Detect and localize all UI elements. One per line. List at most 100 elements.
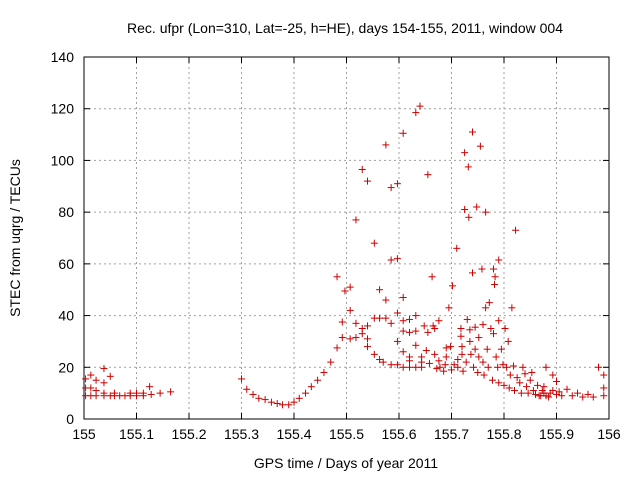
data-point — [461, 149, 469, 157]
data-point — [382, 296, 390, 304]
data-point — [100, 379, 108, 387]
data-point — [542, 363, 550, 371]
data-point — [453, 244, 461, 252]
data-point — [482, 304, 490, 312]
data-point — [100, 365, 108, 373]
data-point — [471, 345, 479, 353]
data-point — [327, 358, 335, 366]
data-point — [524, 389, 532, 397]
data-point — [485, 299, 493, 307]
data-point — [512, 226, 520, 234]
data-point — [473, 203, 481, 211]
data-point — [513, 374, 521, 382]
data-point — [445, 304, 453, 312]
data-point — [523, 383, 531, 391]
data-point — [463, 315, 471, 323]
y-tick-label: 20 — [58, 359, 74, 375]
data-point — [462, 358, 470, 366]
data-point — [511, 387, 518, 395]
data-point — [139, 392, 147, 400]
data-point — [106, 372, 114, 380]
data-point — [346, 335, 354, 343]
data-point — [553, 378, 560, 386]
data-point — [273, 399, 281, 407]
data-point — [352, 216, 360, 224]
data-point — [532, 390, 539, 398]
data-point — [156, 389, 164, 397]
data-point — [526, 376, 534, 384]
data-point — [370, 239, 378, 247]
data-point — [503, 363, 511, 371]
data-point — [466, 337, 474, 345]
data-point — [479, 358, 487, 366]
data-point — [346, 306, 354, 314]
data-point — [528, 368, 536, 376]
data-point — [249, 390, 257, 398]
data-point — [295, 394, 303, 402]
y-tick-label: 60 — [58, 256, 74, 272]
x-tick-label: 155.2 — [171, 426, 206, 442]
data-point — [497, 345, 505, 353]
data-point — [370, 350, 378, 358]
data-point — [487, 325, 495, 332]
data-point — [422, 346, 430, 354]
x-tick-label: 155 — [72, 426, 96, 442]
data-point — [500, 381, 508, 389]
data-point — [509, 362, 517, 370]
data-point — [399, 363, 407, 371]
x-tick-label: 155.9 — [539, 426, 574, 442]
x-tick-label: 155.6 — [381, 426, 416, 442]
data-point — [364, 335, 371, 343]
data-point — [545, 393, 553, 401]
data-point — [466, 326, 474, 334]
data-point — [549, 387, 557, 395]
gridlines — [84, 57, 609, 419]
data-point — [480, 371, 488, 379]
data-point — [146, 383, 154, 391]
data-point — [261, 396, 269, 404]
data-point — [574, 389, 581, 397]
data-point — [314, 376, 322, 384]
y-tick-label: 40 — [58, 308, 74, 324]
data-point — [555, 388, 563, 396]
data-point — [399, 317, 407, 325]
x-tick-labels: 155 155.1 155.2 155.3 155.4 155.5 155.6 155.7 15… — [72, 426, 621, 442]
data-point — [243, 385, 251, 393]
data-point — [387, 184, 395, 192]
data-point — [376, 314, 384, 322]
data-point — [92, 376, 100, 384]
data-point — [399, 129, 407, 137]
data-point — [459, 367, 467, 375]
data-point — [494, 363, 502, 371]
data-point — [364, 343, 371, 351]
data-point — [482, 208, 490, 216]
data-point — [376, 286, 384, 294]
data-point — [379, 358, 387, 366]
data-point — [87, 371, 95, 379]
data-point — [267, 398, 275, 406]
data-point — [352, 319, 360, 327]
data-point — [483, 345, 491, 353]
data-point — [476, 142, 484, 150]
data-point — [506, 371, 514, 379]
data-point — [534, 381, 542, 389]
data-point — [521, 370, 529, 378]
data-points — [82, 102, 608, 409]
data-point — [516, 379, 524, 387]
data-point — [467, 350, 475, 358]
data-point — [440, 367, 448, 375]
data-point — [568, 392, 576, 400]
x-tick-label: 155.5 — [329, 426, 364, 442]
data-point — [333, 273, 341, 281]
data-point — [393, 361, 401, 369]
data-point — [470, 363, 478, 371]
x-tick-label: 155.4 — [276, 426, 311, 442]
data-point — [595, 363, 602, 371]
x-tick-label: 155.1 — [119, 426, 154, 442]
data-point — [302, 389, 310, 397]
data-point — [469, 128, 476, 136]
data-point — [475, 334, 483, 342]
data-point — [431, 350, 439, 358]
data-point — [491, 273, 499, 281]
